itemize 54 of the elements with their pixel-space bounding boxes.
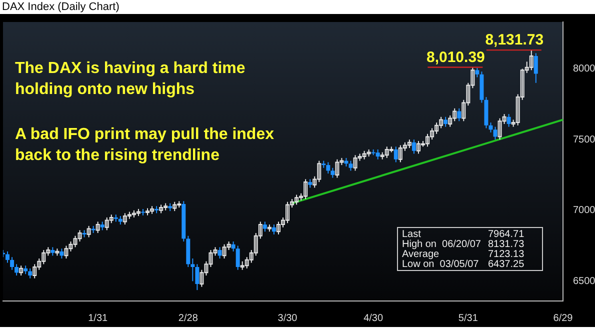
candlestick: [78, 230, 82, 242]
candlestick: [335, 158, 340, 178]
x-tick-label: 6/29: [553, 312, 574, 324]
ref-line-label: 8,131.73: [485, 32, 544, 49]
candlestick: [64, 245, 68, 260]
candlestick: [326, 162, 330, 174]
candlestick: [236, 245, 240, 270]
candlestick: [493, 126, 498, 140]
x-tick-label: 3/30: [278, 312, 298, 324]
x-tick-label: 4/30: [364, 312, 384, 324]
candlestick: [444, 116, 448, 128]
candlestick: [376, 148, 380, 160]
candlestick: [6, 250, 10, 264]
candlestick: [19, 265, 24, 276]
candlestick: [86, 225, 91, 238]
candlestick: [172, 201, 177, 212]
candlestick: [534, 52, 538, 84]
candlestick: [394, 146, 398, 163]
y-tick-label: 6500: [573, 276, 595, 287]
candlestick: [190, 258, 195, 282]
candlestick: [10, 256, 14, 270]
candlestick: [96, 221, 100, 234]
candlestick: [262, 221, 267, 232]
y-tick-label: 8000: [573, 63, 595, 74]
candlestick: [330, 167, 335, 178]
candlestick: [28, 268, 32, 279]
candlestick: [475, 68, 480, 78]
candlestick: [60, 248, 64, 260]
candlestick: [412, 139, 416, 154]
candlestick: [457, 108, 462, 122]
candlestick: [231, 241, 236, 252]
candlestick: [488, 122, 493, 133]
annotation: Low on 03/05/07 6437.25: [402, 259, 526, 270]
candlestick: [506, 114, 511, 128]
text: Last 7964.71: [402, 229, 524, 240]
candlestick: [195, 264, 200, 291]
x-tick-label: 2/28: [178, 312, 198, 324]
candlestick: [348, 160, 353, 172]
candlestick: [32, 264, 37, 279]
candlestick: [529, 50, 534, 71]
y-tick-label: 7500: [573, 134, 595, 146]
candlestick: [14, 264, 19, 276]
candlestick: [218, 246, 222, 260]
candlestick: [448, 114, 452, 128]
annotation: High on 06/20/07 8131.73: [402, 239, 526, 250]
chart-title: DAX Index (Daily Chart): [1, 0, 120, 14]
annotation: A bad IFO print may pull the index back to the rising trendline: [15, 125, 275, 166]
candlestick: [272, 224, 276, 235]
y-tick-label: 7000: [573, 205, 595, 216]
ref-line-label: 8,010.39: [426, 48, 485, 66]
text: Average 7123.13: [402, 249, 524, 260]
x-tick-label: 5/31: [458, 312, 478, 324]
x-tick-label: 1/31: [88, 312, 108, 324]
annotation: The DAX is having a hard time holding onto new highs: [15, 59, 246, 100]
